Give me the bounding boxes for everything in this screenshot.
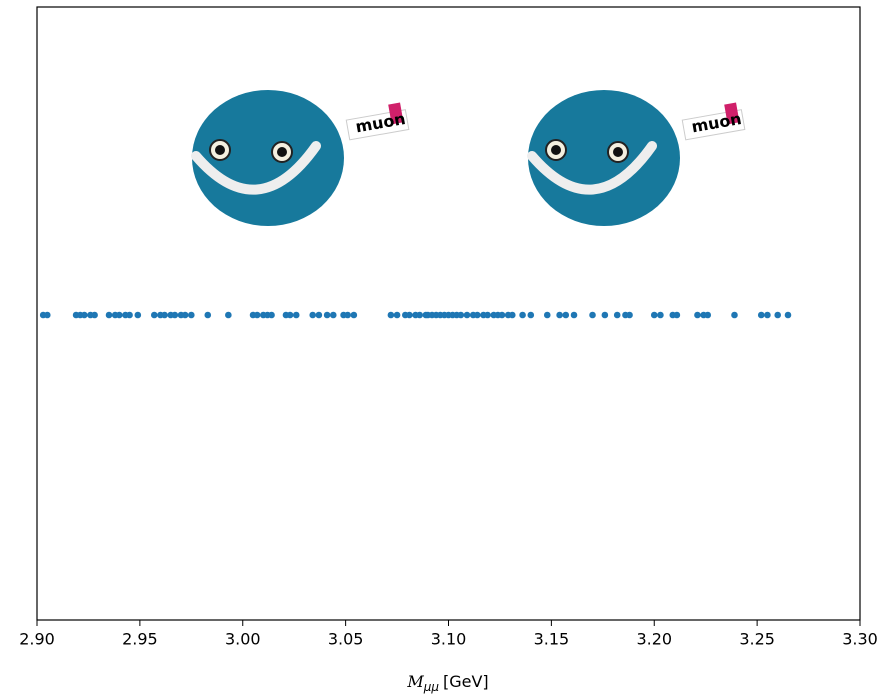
data-point [589,312,596,319]
data-point [316,312,323,319]
data-point [626,312,633,319]
mascot-pupil [551,145,561,155]
x-label-symbol: M [406,672,424,691]
data-point [161,312,168,319]
x-tick-label: 3.00 [225,630,261,649]
mascots: muon muon [192,90,745,226]
data-point [324,312,331,319]
data-point [81,312,88,319]
chart: muon muon Mμμ[GeV] 2.90 2.95 3.00 3.05 3.10 3.… [0,0,888,696]
data-point [499,312,506,319]
mascot-pupil [215,145,225,155]
data-point [764,312,771,319]
data-point [464,312,471,319]
x-tick-label: 3.10 [431,630,467,649]
data-point [694,312,701,319]
data-point [287,312,294,319]
x-tick-label: 3.30 [842,630,878,649]
data-point [268,312,275,319]
data-point [309,312,316,319]
data-point [293,312,300,319]
data-point [657,312,664,319]
x-tick-label: 3.20 [636,630,672,649]
x-tick-label: 2.95 [122,630,158,649]
mascot: muon [192,90,409,226]
x-tick-label: 3.15 [534,630,570,649]
data-point [758,312,765,319]
data-point [509,312,516,319]
data-point [182,312,189,319]
data-point [416,312,423,319]
data-point [330,312,337,319]
data-point [225,312,232,319]
x-axis-label: Mμμ[GeV] [406,672,488,694]
x-tick-label: 3.25 [739,630,775,649]
data-point [731,312,738,319]
data-point [674,312,681,319]
data-point [91,312,98,319]
data-point [204,312,211,319]
data-point [151,312,158,319]
x-tick-label: 3.05 [328,630,364,649]
data-point [406,312,413,319]
data-point [614,312,621,319]
data-point [44,312,51,319]
data-point [474,312,481,319]
data-point [651,312,658,319]
data-point [556,312,563,319]
data-point [571,312,578,319]
x-tick-label: 2.90 [19,630,55,649]
data-point [188,312,195,319]
data-point [562,312,569,319]
data-point [116,312,123,319]
data-point [254,312,261,319]
data-point [774,312,781,319]
data-point [458,312,465,319]
x-label-unit: [GeV] [443,672,489,691]
mascot-label: muon [690,109,743,136]
data-point [135,312,142,319]
data-point [519,312,526,319]
data-point [704,312,711,319]
data-point [106,312,113,319]
data-point [602,312,609,319]
data-point [172,312,179,319]
x-label-subscript: μμ [423,680,440,694]
data-point [544,312,551,319]
data-point [394,312,401,319]
data-point [126,312,133,319]
data-point [484,312,491,319]
mascot-pupil [613,147,623,157]
data-point [388,312,395,319]
mascot: muon [528,90,745,226]
data-point [785,312,792,319]
data-point [344,312,351,319]
data-point [528,312,535,319]
data-point [351,312,358,319]
mascot-label: muon [354,109,407,136]
mascot-pupil [277,147,287,157]
